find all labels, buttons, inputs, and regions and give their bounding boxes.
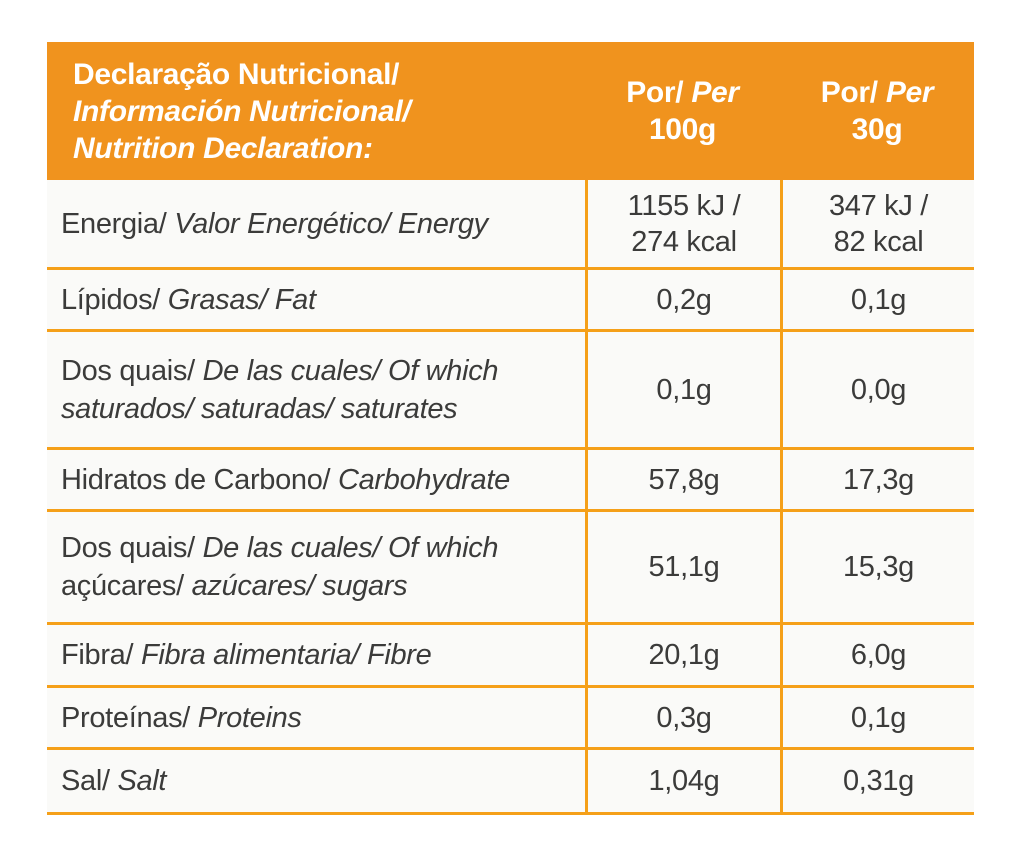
table-row-salt: Sal/ Salt 1,04g 0,31g bbox=[47, 750, 974, 815]
label-translation: Grasas/ Fat bbox=[167, 283, 316, 316]
per-30g-value: 0,0g bbox=[780, 332, 974, 447]
nutrient-label-text: Dos quais/ De las cuales/ Of which açúca… bbox=[61, 529, 499, 605]
label-primary: Dos quais/ bbox=[61, 532, 203, 564]
nutrient-label-text: Sal/ Salt bbox=[61, 762, 166, 800]
label-primary: Lípidos/ bbox=[61, 283, 168, 316]
table-row-sugars: Dos quais/ De las cuales/ Of which açúca… bbox=[47, 512, 974, 625]
nutrient-label-cell: Hidratos de Carbono/ Carbohydrate bbox=[47, 450, 585, 509]
table-row-saturates: Dos quais/ De las cuales/ Of which satur… bbox=[47, 332, 974, 450]
nutrient-label-cell: Energia/ Valor Energético/ Energy bbox=[47, 180, 585, 267]
label-primary: Fibra/ bbox=[61, 639, 141, 671]
label-translation: De las cuales/ Of which saturados/ satur… bbox=[61, 354, 499, 425]
per-100g-value: 20,1g bbox=[585, 625, 780, 685]
nutrient-label-text: Proteínas/ Proteins bbox=[61, 699, 302, 737]
label-translation: Carbohydrate bbox=[338, 463, 510, 496]
label-translation: Información Nutricional/ Nutrition Decla… bbox=[73, 94, 411, 165]
label-translation: azúcares/ sugars bbox=[191, 570, 408, 602]
label-primary: Proteínas/ bbox=[61, 701, 198, 734]
label-translation: Per bbox=[691, 76, 739, 109]
label-translation: Per bbox=[885, 76, 934, 109]
label-primary: Sal/ bbox=[61, 765, 118, 797]
label-translation: Proteins bbox=[197, 701, 302, 734]
per-100g-value: 1155 kJ / 274 kcal bbox=[585, 180, 780, 267]
label-primary: Por/ bbox=[820, 76, 886, 109]
per-30g-value: 17,3g bbox=[780, 450, 974, 509]
table-row-carbohydrate: Hidratos de Carbono/ Carbohydrate 57,8g … bbox=[47, 450, 974, 512]
label-primary: Dos quais/ bbox=[61, 354, 203, 387]
label-primary: Energia/ bbox=[61, 207, 175, 240]
nutrient-label-cell: Fibra/ Fibra alimentaria/ Fibre bbox=[47, 625, 585, 685]
nutrient-label-cell: Dos quais/ De las cuales/ Of which açúca… bbox=[47, 512, 585, 622]
table-row-fat: Lípidos/ Grasas/ Fat 0,2g 0,1g bbox=[47, 270, 974, 332]
nutrient-label-text: Dos quais/ De las cuales/ Of which satur… bbox=[61, 352, 499, 428]
table-row-protein: Proteínas/ Proteins 0,3g 0,1g bbox=[47, 688, 974, 750]
per-100g-value: 51,1g bbox=[585, 512, 780, 622]
label-primary: 30g bbox=[851, 113, 903, 146]
label-primary: Declaração Nutricional/ bbox=[73, 57, 400, 91]
nutrient-label-text: Fibra/ Fibra alimentaria/ Fibre bbox=[61, 636, 432, 674]
label-translation: Valor Energético/ Energy bbox=[174, 207, 488, 240]
label-primary: Hidratos de Carbono/ bbox=[61, 463, 338, 496]
column-header-per-100g-text: Por/ Per 100g bbox=[626, 74, 739, 148]
nutrient-label-text: Energia/ Valor Energético/ Energy bbox=[61, 205, 488, 243]
table-row-fibre: Fibra/ Fibra alimentaria/ Fibre 20,1g 6,… bbox=[47, 625, 974, 688]
nutrient-label-cell: Dos quais/ De las cuales/ Of which satur… bbox=[47, 332, 585, 447]
column-header-per-30g-text: Por/ Per 30g bbox=[821, 74, 934, 148]
per-100g-value: 0,1g bbox=[585, 332, 780, 447]
per-30g-value: 0,1g bbox=[780, 688, 974, 747]
nutrition-table: Declaração Nutricional/ Información Nutr… bbox=[47, 42, 974, 815]
per-100g-value: 0,3g bbox=[585, 688, 780, 747]
per-30g-value: 347 kJ / 82 kcal bbox=[780, 180, 974, 267]
nutrient-label-text: Hidratos de Carbono/ Carbohydrate bbox=[61, 461, 510, 499]
column-header-per-30g: Por/ Per 30g bbox=[780, 42, 974, 180]
per-100g-value: 57,8g bbox=[585, 450, 780, 509]
label-primary: açúcares/ bbox=[61, 570, 192, 602]
column-header-per-100g: Por/ Per 100g bbox=[585, 42, 780, 180]
label-translation: De las cuales/ Of which bbox=[202, 532, 499, 564]
per-30g-value: 15,3g bbox=[780, 512, 974, 622]
per-100g-value: 1,04g bbox=[585, 750, 780, 812]
table-header: Declaração Nutricional/ Información Nutr… bbox=[47, 42, 974, 180]
label-primary: Por/ bbox=[626, 76, 692, 109]
label-primary: 100g bbox=[648, 113, 717, 146]
per-30g-value: 0,1g bbox=[780, 270, 974, 329]
label-translation: Salt bbox=[117, 765, 167, 797]
nutrient-label-cell: Proteínas/ Proteins bbox=[47, 688, 585, 747]
table-title: Declaração Nutricional/ Información Nutr… bbox=[47, 42, 585, 180]
per-30g-value: 0,31g bbox=[780, 750, 974, 812]
nutrient-label-text: Lípidos/ Grasas/ Fat bbox=[61, 281, 316, 319]
nutrient-label-cell: Lípidos/ Grasas/ Fat bbox=[47, 270, 585, 329]
label-translation: Fibra alimentaria/ Fibre bbox=[140, 639, 432, 671]
table-title-text: Declaração Nutricional/ Información Nutr… bbox=[73, 56, 411, 167]
table-body: Energia/ Valor Energético/ Energy 1155 k… bbox=[47, 180, 974, 815]
per-30g-value: 6,0g bbox=[780, 625, 974, 685]
per-100g-value: 0,2g bbox=[585, 270, 780, 329]
nutrient-label-cell: Sal/ Salt bbox=[47, 750, 585, 812]
table-row-energy: Energia/ Valor Energético/ Energy 1155 k… bbox=[47, 180, 974, 270]
